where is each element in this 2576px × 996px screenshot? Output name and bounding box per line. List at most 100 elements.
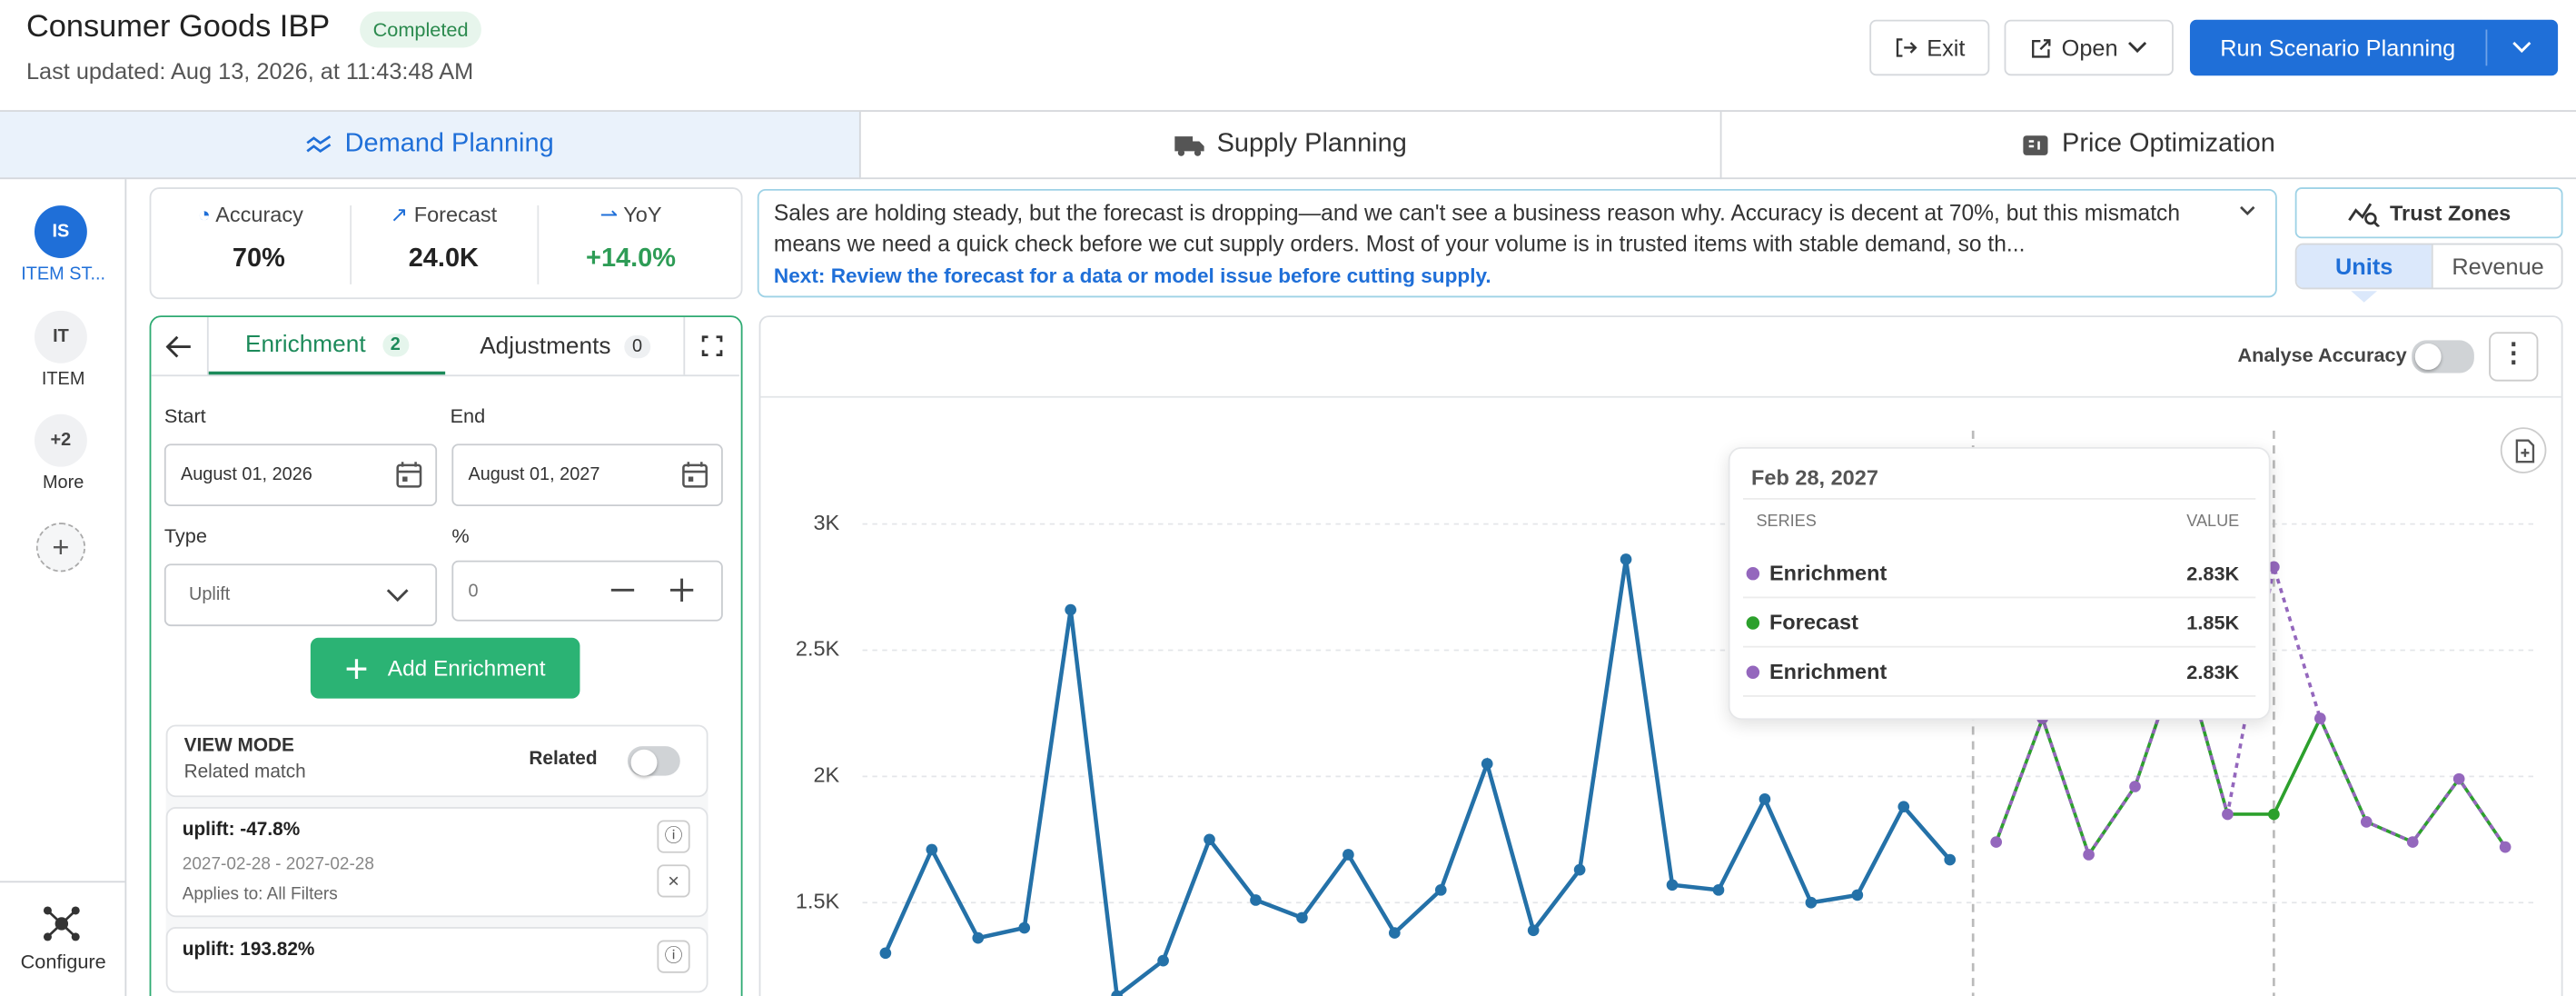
- data-point: [1620, 553, 1632, 565]
- calendar-icon: [682, 462, 708, 488]
- type-select[interactable]: Uplift: [163, 563, 438, 627]
- type-label: Type: [163, 523, 207, 548]
- exit-icon: [1896, 38, 1917, 57]
- view-mode-title: VIEW MODE: [183, 736, 294, 756]
- kpi-label: ↗ Forecast: [390, 202, 498, 227]
- series-value: 2.83K: [2186, 660, 2240, 683]
- calendar-icon: [396, 462, 422, 488]
- last-updated: Last updated: Aug 13, 2026, at 11:43:48 …: [25, 57, 474, 85]
- run-button[interactable]: Run Scenario Planning: [2189, 19, 2559, 76]
- chart-panel: Analyse Accuracy ⋮: [758, 315, 2563, 996]
- unit-toggle: Units Revenue: [2294, 243, 2563, 290]
- trust-zones-button[interactable]: Trust Zones: [2294, 187, 2563, 239]
- open-label: Open: [2061, 34, 2118, 61]
- data-point: [1250, 894, 1262, 906]
- data-point: [1573, 863, 1586, 876]
- tab-label: Demand Planning: [344, 129, 554, 158]
- status-badge: Completed: [360, 11, 481, 48]
- add-enrichment-button[interactable]: Add Enrichment: [310, 637, 580, 699]
- tab-adjustments[interactable]: Adjustments 0: [445, 317, 685, 374]
- y-tick-label: 1.5K: [796, 889, 840, 912]
- sidebar-border: [124, 179, 127, 996]
- y-tick-label: 2K: [813, 763, 839, 787]
- expand-icon[interactable]: [701, 335, 723, 357]
- start-input[interactable]: August 01, 2026: [163, 443, 438, 507]
- y-tick-label: 2.5K: [796, 637, 840, 661]
- y-tick-label: 3K: [813, 511, 839, 534]
- divider: [206, 317, 209, 375]
- divider: [151, 374, 739, 377]
- data-point: [1944, 853, 1957, 866]
- series-line: [1995, 644, 2507, 859]
- menu-button[interactable]: ⋮: [2489, 332, 2539, 382]
- end-input[interactable]: August 01, 2027: [451, 443, 723, 507]
- kpi-card: ◔ Accuracy 70% ↗ Forecast 24.0K ⇀ YoY +1…: [149, 187, 743, 300]
- analyse-toggle[interactable]: [2412, 340, 2474, 374]
- sidebar-badge[interactable]: +2: [34, 413, 87, 467]
- minus-button[interactable]: [609, 577, 636, 603]
- tooltip-title: Feb 28, 2027: [1751, 464, 1878, 490]
- series-dot: [1746, 664, 1760, 679]
- header-border: [0, 110, 2576, 112]
- tab-demand[interactable]: Demand Planning: [0, 111, 861, 180]
- export-button[interactable]: [2500, 427, 2547, 473]
- button-label: Add Enrichment: [387, 655, 546, 681]
- tooltip-row: Forecast 1.85K: [1742, 598, 2256, 648]
- data-point: [1759, 793, 1771, 805]
- toggle-revenue[interactable]: Revenue: [2431, 244, 2561, 288]
- info-button[interactable]: ⓘ: [657, 820, 690, 853]
- tab-enrichment[interactable]: Enrichment 2: [208, 317, 446, 375]
- sidebar-badge[interactable]: IS: [34, 205, 87, 258]
- kpi-label-text: Accuracy: [215, 202, 303, 227]
- end-label: End: [450, 403, 486, 428]
- series-line: [883, 559, 1952, 996]
- tab-label: Supply Planning: [1216, 129, 1407, 158]
- toggle-units[interactable]: Units: [2296, 244, 2432, 288]
- add-filter[interactable]: +: [35, 523, 86, 573]
- open-button[interactable]: Open: [2004, 19, 2174, 76]
- series-name: Enrichment: [1769, 560, 1887, 585]
- item-dates: 2027-02-28 - 2027-02-28: [182, 854, 374, 875]
- configure-label[interactable]: Configure: [20, 950, 106, 973]
- tab-icon: [1174, 135, 1204, 155]
- data-point: [879, 947, 892, 960]
- tab-price[interactable]: Price Optimization: [1721, 112, 2576, 180]
- percent-label: %: [451, 523, 470, 548]
- delete-button[interactable]: ×: [657, 864, 690, 898]
- exit-button[interactable]: Exit: [1869, 19, 1990, 76]
- tab-icon: [2023, 134, 2048, 155]
- data-point: [1851, 889, 1864, 901]
- start-label: Start: [163, 403, 206, 428]
- kpi-label: ◔ Accuracy: [197, 202, 303, 227]
- enrichment-item[interactable]: uplift: 193.82% ⓘ: [165, 927, 708, 993]
- kpi-label: ⇀ YoY: [599, 202, 662, 227]
- plus-button[interactable]: [669, 577, 695, 603]
- enrichment-item[interactable]: uplift: -47.8% 2027-02-28 - 2027-02-28 A…: [165, 807, 708, 918]
- tooltip-column: SERIES: [1756, 513, 1817, 532]
- info-button[interactable]: ⓘ: [657, 940, 690, 973]
- export-icon: [2515, 439, 2535, 463]
- sidebar-label: ITEM ST...: [21, 264, 106, 284]
- related-toggle[interactable]: [627, 746, 680, 776]
- insight-next: Next: Review the forecast for a data or …: [773, 264, 1491, 288]
- kpi-value: 24.0K: [408, 244, 479, 274]
- insight-box[interactable]: Sales are holding steady, but the foreca…: [757, 188, 2277, 298]
- data-point: [1157, 954, 1169, 967]
- data-point: [1296, 911, 1308, 924]
- kpi-label-text: Forecast: [413, 202, 498, 227]
- series-dot: [1746, 615, 1760, 629]
- divider: [0, 881, 125, 883]
- tab-label: Adjustments: [480, 333, 611, 360]
- tab-count: 0: [623, 334, 651, 358]
- series-name: Forecast: [1769, 609, 1858, 635]
- tab-supply[interactable]: Supply Planning: [860, 111, 1722, 180]
- divider: [537, 205, 540, 284]
- back-arrow[interactable]: [165, 335, 193, 358]
- chevron: [2240, 205, 2255, 216]
- percent-input[interactable]: 0: [451, 560, 723, 622]
- data-point: [972, 931, 985, 944]
- sidebar-label: More: [42, 473, 84, 493]
- chart: 1.5K 2K 2.5K 3K: [796, 430, 2533, 996]
- sidebar-badge[interactable]: IT: [34, 310, 87, 364]
